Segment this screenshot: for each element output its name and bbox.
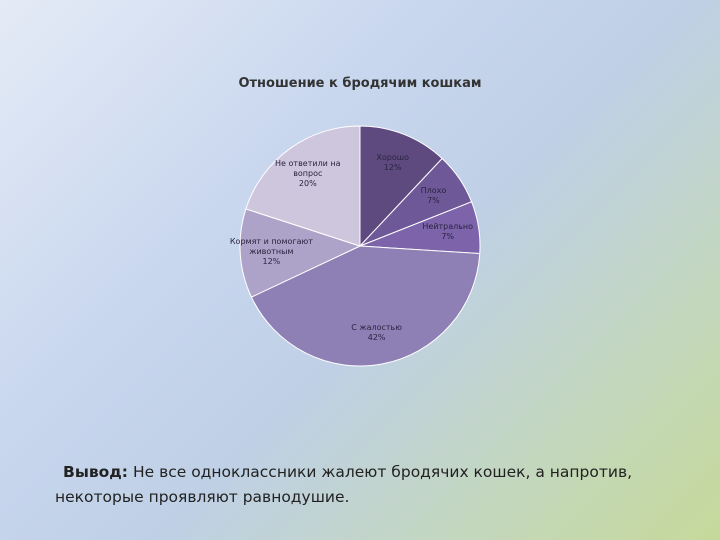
chart-title: Отношение к бродячим кошкам <box>238 76 482 91</box>
slice-label: Кормят и помогают животным 12% <box>223 237 319 267</box>
slice-value: 12% <box>383 163 402 173</box>
slice-value: 42% <box>367 333 386 343</box>
slice-category: Не ответили на вопрос <box>275 159 341 179</box>
slice-category: Хорошо <box>376 153 409 163</box>
slice-value: 7% <box>441 232 455 242</box>
slice-label: Нейтрально 7% <box>400 222 496 242</box>
slice-label: Плохо 7% <box>385 186 481 206</box>
pie-slice <box>250 245 481 367</box>
conclusion-label: Вывод: <box>63 463 129 481</box>
slice-label: Хорошо 12% <box>345 153 441 173</box>
pie-slice <box>359 125 443 248</box>
slice-label: Не ответили на вопрос 20% <box>260 159 356 189</box>
pie-slice <box>245 125 361 247</box>
slice-value: 20% <box>298 179 317 189</box>
slice-label: С жалостью 42% <box>329 323 425 343</box>
conclusion: Вывод: Не все одноклассники жалеют бродя… <box>55 460 665 510</box>
conclusion-text: Не все одноклассники жалеют бродячих кош… <box>55 463 633 506</box>
slice-category: Нейтрально <box>422 222 474 232</box>
pie-slice <box>239 208 362 298</box>
slice-value: 12% <box>262 256 281 266</box>
slice-category: Плохо <box>420 186 447 196</box>
slice-value: 7% <box>427 196 440 206</box>
slice-category: Кормят и помогают животным <box>229 236 313 256</box>
slice-category: С жалостью <box>351 323 402 333</box>
